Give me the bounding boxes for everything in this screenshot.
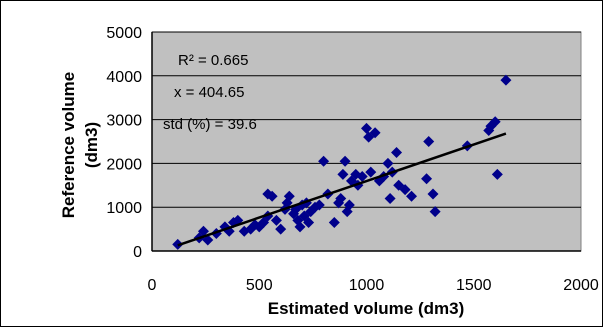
data-point: [197, 225, 209, 237]
data-point: [500, 74, 512, 86]
data-point: [391, 146, 403, 158]
data-point: [491, 168, 503, 180]
y-tick-label: 3000: [106, 113, 142, 130]
data-point: [369, 127, 381, 139]
y-tick-label: 1000: [106, 200, 142, 217]
data-point: [318, 155, 330, 167]
data-point: [294, 221, 306, 233]
data-point: [399, 184, 411, 196]
y-axis-title-line1: Reference volume: [59, 72, 78, 218]
data-point: [343, 199, 355, 211]
data-point: [275, 223, 287, 235]
data-point: [365, 166, 377, 178]
x-tick-label: 1500: [456, 277, 492, 294]
data-point: [313, 199, 325, 211]
data-point: [303, 217, 315, 229]
plot-area: [151, 31, 582, 252]
x-tick-label: 500: [246, 277, 273, 294]
trendline: [177, 132, 507, 247]
data-point: [270, 214, 282, 226]
data-point: [429, 206, 441, 218]
data-point: [423, 136, 435, 147]
data-point: [328, 217, 340, 229]
x-tick-label: 1000: [349, 277, 385, 294]
annotation-r-squared: R² = 0.665: [178, 52, 248, 69]
y-tick-label: 2000: [106, 156, 142, 173]
data-point: [245, 223, 257, 235]
y-tick-label: 0: [133, 244, 142, 261]
data-point: [339, 155, 351, 167]
data-point: [266, 190, 278, 202]
data-point: [283, 190, 295, 202]
data-point: [382, 157, 394, 169]
y-tick-label: 5000: [106, 25, 142, 42]
data-point: [489, 116, 501, 128]
x-tick-label: 0: [148, 277, 157, 294]
annotation-mean-x: x = 404.65: [174, 84, 244, 101]
data-point: [384, 192, 396, 204]
data-point: [406, 190, 418, 202]
x-axis-title: Estimated volume (dm3): [268, 299, 465, 318]
annotation-std: std (%) = 39.6: [163, 116, 257, 133]
data-point: [427, 188, 439, 200]
data-point: [337, 168, 349, 180]
grid-lines: [151, 31, 581, 252]
data-point: [361, 122, 372, 134]
y-tick-label: 4000: [106, 69, 142, 86]
x-axis-tick-labels: 0 500 1000 1500 2000: [148, 277, 599, 294]
y-axis-title-line2: (dm3): [82, 122, 101, 168]
data-point: [335, 192, 347, 204]
y-axis-tick-labels: 0 1000 2000 3000 4000 5000: [106, 25, 142, 261]
data-point: [421, 173, 433, 185]
data-point: [356, 171, 368, 183]
x-tick-label: 2000: [563, 277, 599, 294]
